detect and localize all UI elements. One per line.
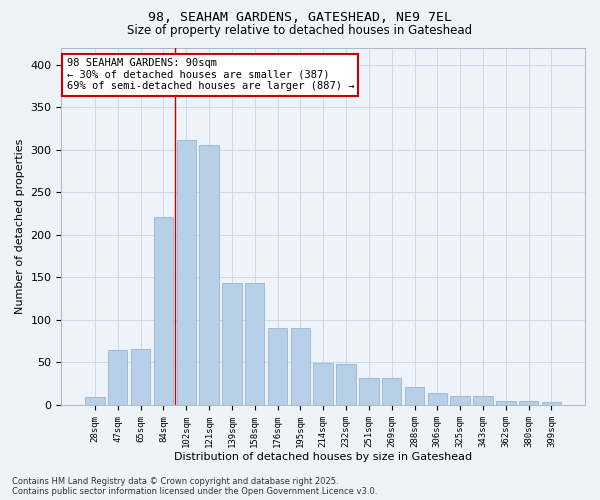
Bar: [313, 364, 333, 405]
Bar: [451, 396, 470, 405]
Bar: [245, 284, 265, 405]
Text: 98 SEAHAM GARDENS: 90sqm
← 30% of detached houses are smaller (387)
69% of semi-: 98 SEAHAM GARDENS: 90sqm ← 30% of detach…: [67, 58, 354, 92]
Bar: [131, 349, 150, 405]
Bar: [382, 378, 401, 405]
Text: Contains HM Land Registry data © Crown copyright and database right 2025.
Contai: Contains HM Land Registry data © Crown c…: [12, 476, 377, 496]
Bar: [108, 350, 127, 405]
Bar: [85, 398, 104, 405]
Bar: [176, 140, 196, 405]
Bar: [542, 402, 561, 405]
Bar: [519, 400, 538, 405]
Bar: [496, 400, 515, 405]
Bar: [222, 284, 242, 405]
Bar: [428, 393, 447, 405]
Bar: [290, 328, 310, 405]
Bar: [405, 387, 424, 405]
Text: Size of property relative to detached houses in Gateshead: Size of property relative to detached ho…: [127, 24, 473, 37]
Bar: [199, 146, 219, 405]
Bar: [359, 378, 379, 405]
X-axis label: Distribution of detached houses by size in Gateshead: Distribution of detached houses by size …: [174, 452, 472, 462]
Bar: [337, 364, 356, 405]
Bar: [154, 217, 173, 405]
Bar: [268, 328, 287, 405]
Text: 98, SEAHAM GARDENS, GATESHEAD, NE9 7EL: 98, SEAHAM GARDENS, GATESHEAD, NE9 7EL: [148, 11, 452, 24]
Y-axis label: Number of detached properties: Number of detached properties: [15, 138, 25, 314]
Bar: [473, 396, 493, 405]
